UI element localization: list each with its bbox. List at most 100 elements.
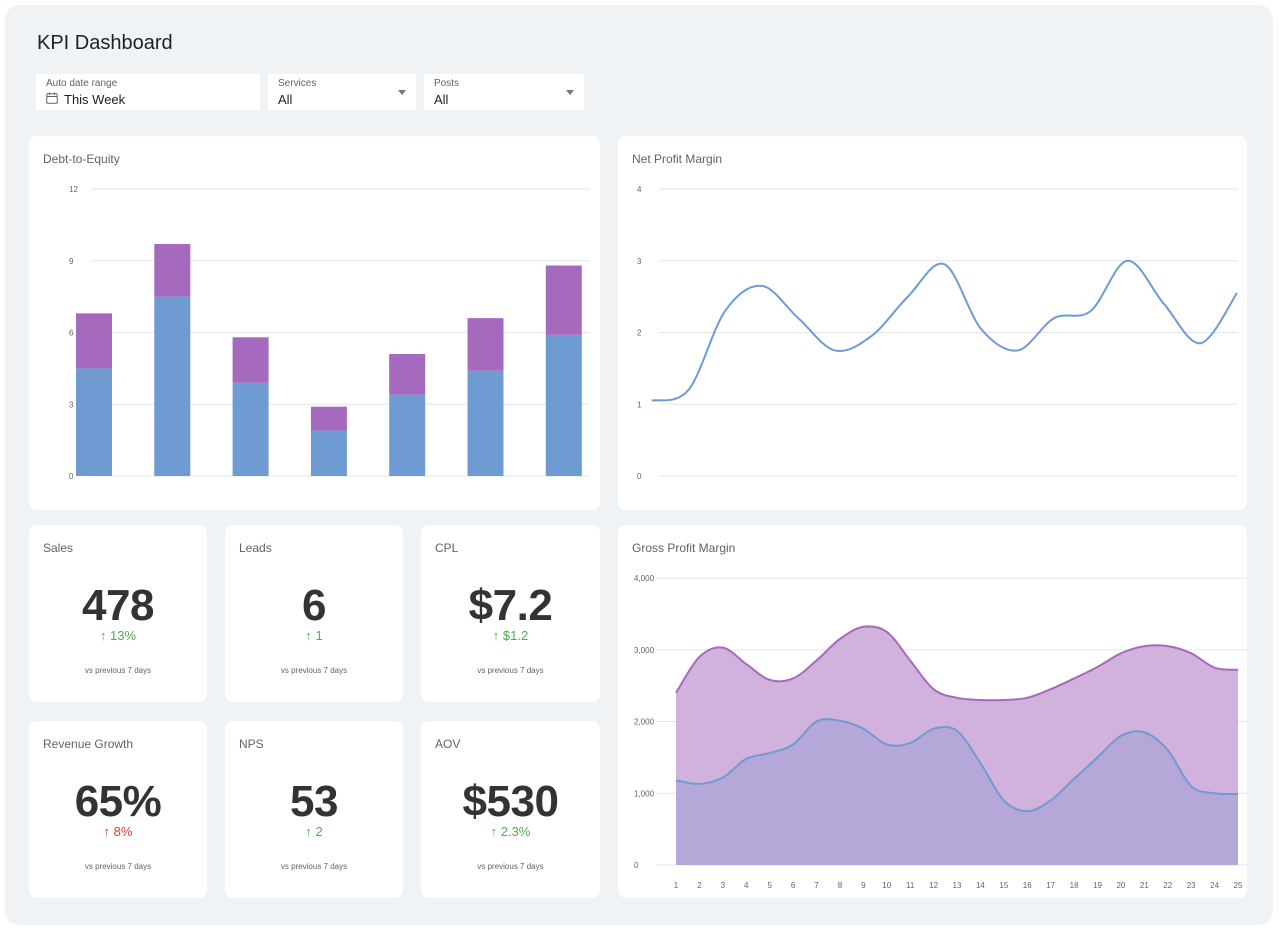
kpi-comparison: vs previous 7 days bbox=[84, 862, 152, 871]
bar-segment-base bbox=[310, 430, 347, 476]
net-profit-margin-line bbox=[651, 259, 1238, 402]
kpi-card-sales: Sales 478 ↑ 13% vs previous 7 days bbox=[29, 525, 207, 702]
gpm-x-tick: 23 bbox=[1187, 881, 1196, 890]
bar-segment-top bbox=[389, 354, 426, 395]
page-title: KPI Dashboard bbox=[37, 32, 173, 54]
kpi-change-value: 13% bbox=[110, 628, 137, 643]
debt-to-equity-title: Debt-to-Equity bbox=[43, 152, 120, 166]
arrow-up-icon: ↑ bbox=[305, 628, 316, 643]
date-range-filter[interactable]: Auto date range This Week bbox=[36, 74, 260, 110]
bar-segment-top bbox=[545, 265, 582, 335]
gpm-y-tick: 0 bbox=[634, 861, 639, 870]
kpi-label: Revenue Growth bbox=[43, 737, 134, 751]
arrow-up-icon: ↑ bbox=[103, 824, 114, 839]
dashboard-frame: KPI Dashboard Auto date range This Week … bbox=[5, 5, 1273, 925]
bar-segment-base bbox=[545, 334, 582, 476]
npm-y-tick: 1 bbox=[637, 400, 642, 409]
kpi-value: 53 bbox=[290, 777, 338, 826]
kpi-change: ↑ 1 bbox=[225, 628, 403, 643]
gpm-x-tick: 16 bbox=[1023, 881, 1032, 890]
kpi-change: ↑ 8% bbox=[29, 824, 207, 839]
kpi-label: NPS bbox=[239, 737, 264, 751]
dte-y-tick: 12 bbox=[69, 185, 78, 194]
kpi-change: ↑ $1.2 bbox=[421, 628, 600, 643]
net-profit-margin-chart: 0 1 2 3 4 bbox=[637, 185, 1238, 481]
date-range-label: Auto date range bbox=[46, 78, 118, 89]
kpi-value: $530 bbox=[462, 777, 559, 826]
caret-down-icon bbox=[566, 90, 574, 95]
calendar-icon bbox=[46, 92, 58, 104]
kpi-comparison: vs previous 7 days bbox=[477, 862, 544, 871]
bar-segment-base bbox=[467, 370, 504, 476]
kpi-change-value: 2.3% bbox=[500, 824, 531, 839]
gpm-x-tick: 22 bbox=[1163, 881, 1172, 890]
posts-label: Posts bbox=[434, 78, 460, 89]
bar-segment-top bbox=[232, 337, 269, 383]
npm-y-tick: 4 bbox=[637, 185, 642, 194]
posts-filter[interactable]: Posts All bbox=[424, 74, 584, 110]
dte-y-tick: 6 bbox=[69, 329, 74, 338]
gpm-x-tick: 8 bbox=[838, 881, 843, 890]
services-label: Services bbox=[278, 78, 317, 89]
gpm-x-tick: 17 bbox=[1046, 881, 1055, 890]
services-filter[interactable]: Services All bbox=[268, 74, 416, 110]
services-value: All bbox=[278, 92, 293, 107]
kpi-value: 65% bbox=[74, 777, 162, 826]
npm-y-tick: 3 bbox=[637, 257, 642, 266]
gpm-x-tick: 7 bbox=[814, 881, 819, 890]
gpm-x-tick: 1 bbox=[674, 881, 679, 890]
debt-to-equity-card: Debt-to-Equity 0 3 6 9 12 bbox=[29, 136, 600, 510]
gpm-x-tick: 4 bbox=[744, 881, 749, 890]
arrow-up-icon: ↑ bbox=[305, 824, 316, 839]
kpi-comparison: vs previous 7 days bbox=[84, 666, 152, 675]
kpi-value: $7.2 bbox=[468, 581, 553, 630]
kpi-value: 478 bbox=[82, 581, 154, 630]
kpi-change: ↑ 2.3% bbox=[421, 824, 600, 839]
kpi-change-value: $1.2 bbox=[502, 628, 529, 643]
gpm-x-tick: 10 bbox=[882, 881, 891, 890]
gpm-x-tick: 14 bbox=[976, 881, 985, 890]
dte-y-tick: 3 bbox=[69, 400, 74, 409]
bar-segment-top bbox=[467, 318, 504, 371]
gpm-x-tick: 12 bbox=[929, 881, 938, 890]
kpi-card-cpl: CPL $7.2 ↑ $1.2 vs previous 7 days bbox=[421, 525, 600, 702]
bar-segment-top bbox=[310, 406, 347, 431]
area-fill-series-2 bbox=[676, 719, 1238, 865]
kpi-change-value: 2 bbox=[315, 824, 323, 839]
dte-y-tick: 0 bbox=[69, 472, 74, 481]
bar-segment-base bbox=[389, 394, 426, 476]
net-profit-margin-title: Net Profit Margin bbox=[632, 152, 723, 166]
debt-to-equity-chart: 0 3 6 9 12 bbox=[69, 185, 590, 481]
kpi-card-revenue-growth: Revenue Growth 65% ↑ 8% vs previous 7 da… bbox=[29, 721, 207, 898]
arrow-up-icon: ↑ bbox=[99, 628, 111, 643]
gpm-x-tick: 6 bbox=[791, 881, 796, 890]
kpi-change-value: 1 bbox=[315, 628, 323, 643]
gpm-x-tick: 24 bbox=[1210, 881, 1219, 890]
gpm-y-tick: 3,000 bbox=[634, 646, 655, 655]
kpi-comparison: vs previous 7 days bbox=[280, 666, 348, 675]
gpm-x-tick: 11 bbox=[906, 881, 915, 890]
bar-segment-base bbox=[76, 368, 112, 476]
dte-y-tick: 9 bbox=[69, 257, 74, 266]
gross-profit-margin-card: Gross Profit Margin 0 1,000 2,000 3,000 4,00… bbox=[618, 525, 1247, 898]
kpi-comparison: vs previous 7 days bbox=[477, 666, 544, 675]
area-line-series-2 bbox=[675, 718, 1239, 813]
kpi-change: ↑ 13% bbox=[29, 628, 207, 643]
kpi-change: ↑ 2 bbox=[225, 824, 403, 839]
npm-y-tick: 2 bbox=[637, 329, 642, 338]
gross-profit-margin-title: Gross Profit Margin bbox=[632, 541, 736, 555]
area-line-series-1 bbox=[675, 625, 1239, 702]
kpi-label: Sales bbox=[43, 541, 74, 555]
arrow-up-icon: ↑ bbox=[492, 628, 503, 643]
gpm-x-tick: 25 bbox=[1234, 881, 1243, 890]
caret-down-icon bbox=[398, 90, 406, 95]
gpm-x-tick: 2 bbox=[697, 881, 702, 890]
arrow-up-icon: ↑ bbox=[490, 824, 501, 839]
gpm-x-tick: 19 bbox=[1093, 881, 1102, 890]
kpi-card-nps: NPS 53 ↑ 2 vs previous 7 days bbox=[225, 721, 403, 898]
net-profit-margin-card: Net Profit Margin 0 1 2 3 4 bbox=[618, 136, 1247, 510]
gpm-y-tick: 4,000 bbox=[634, 574, 655, 583]
gpm-x-tick: 21 bbox=[1140, 881, 1149, 890]
kpi-label: AOV bbox=[435, 737, 461, 751]
